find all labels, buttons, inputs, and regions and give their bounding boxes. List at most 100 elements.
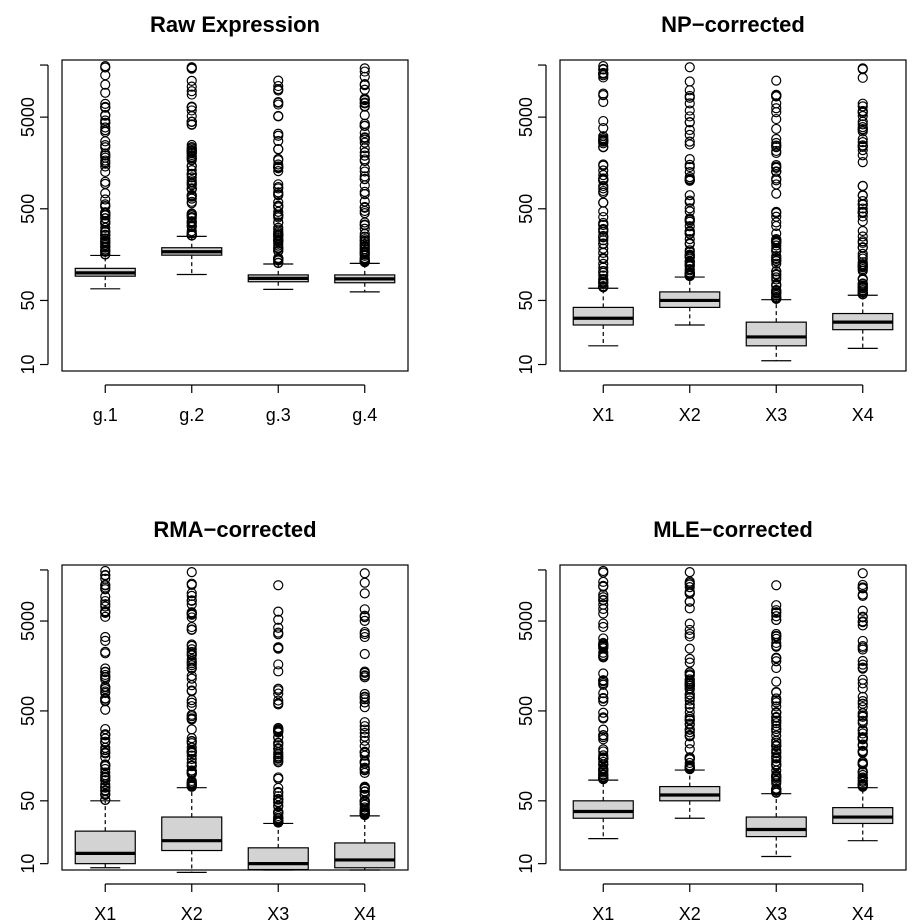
outlier-point	[273, 97, 284, 108]
box-X3	[247, 580, 309, 871]
chart-title: Raw Expression	[150, 12, 320, 37]
outlier-point	[359, 223, 370, 234]
outlier-point	[598, 724, 609, 735]
outlier-point	[598, 243, 609, 254]
outlier-point	[598, 211, 609, 223]
outlier-point	[684, 695, 695, 706]
outlier-point	[100, 635, 111, 647]
y-tick-label: 50	[516, 791, 536, 811]
outlier-point	[857, 659, 868, 670]
outlier-point	[684, 684, 695, 695]
outlier-point	[771, 580, 782, 591]
outlier-point	[273, 643, 284, 654]
outlier-point	[598, 231, 609, 243]
outlier-point	[857, 702, 868, 713]
outlier-point	[771, 173, 782, 184]
plot-frame	[61, 564, 409, 871]
outlier-point	[273, 130, 284, 141]
outlier-point	[186, 578, 197, 589]
outlier-point	[100, 565, 111, 577]
outlier-point	[359, 109, 370, 121]
x-tick-label: g.1	[93, 405, 118, 425]
outlier-point	[359, 568, 370, 579]
outlier-point	[771, 656, 782, 667]
plot-frame	[61, 59, 409, 372]
box-X2	[161, 567, 223, 873]
outlier-point	[684, 111, 695, 122]
outlier-point	[273, 757, 284, 768]
outlier-point	[100, 87, 111, 98]
outlier-point	[273, 726, 284, 737]
outlier-point	[857, 133, 868, 145]
outlier-point	[684, 256, 695, 267]
outlier-point	[598, 599, 609, 610]
outlier-point	[857, 121, 868, 133]
outlier-point	[598, 675, 609, 686]
box-X2	[659, 62, 721, 326]
outlier-point	[598, 223, 609, 235]
outlier-point	[771, 293, 782, 304]
outlier-point	[273, 793, 284, 805]
outlier-point	[598, 580, 609, 591]
outlier-point	[598, 267, 609, 278]
outlier-point	[771, 607, 782, 618]
outlier-point	[359, 670, 370, 681]
outlier-point	[598, 197, 609, 208]
outlier-point	[100, 244, 111, 255]
outlier-point	[359, 648, 370, 660]
outlier-point	[100, 199, 111, 210]
outlier-point	[273, 659, 284, 670]
outlier-point	[186, 673, 197, 684]
outlier-point	[273, 212, 284, 223]
outlier-point	[598, 180, 609, 192]
outlier-point	[598, 96, 609, 108]
outlier-point	[857, 568, 868, 579]
outlier-point	[100, 233, 111, 244]
outlier-point	[857, 728, 868, 739]
outlier-point	[186, 105, 197, 116]
outlier-point	[100, 237, 111, 248]
outlier-point	[684, 657, 695, 668]
chart-panel-4: MLE−corrected 10 50 500 5000 X1 X2 X3 X4	[516, 517, 907, 924]
outlier-point	[186, 607, 197, 618]
outlier-point	[359, 253, 370, 264]
outlier-point	[186, 746, 197, 757]
outlier-point	[857, 281, 868, 292]
outlier-point	[273, 200, 284, 211]
outlier-point	[100, 210, 111, 221]
outlier-point	[186, 750, 197, 761]
outlier-point	[273, 187, 284, 198]
outlier-point	[684, 213, 695, 224]
outlier-point	[186, 81, 197, 92]
outlier-point	[359, 118, 370, 129]
outlier-point	[186, 139, 197, 151]
y-tick-label: 5000	[18, 601, 38, 641]
outlier-point	[771, 137, 782, 149]
y-tick-label: 5000	[516, 97, 536, 137]
outlier-point	[857, 746, 868, 757]
outlier-point	[598, 141, 609, 153]
outlier-point	[186, 624, 197, 635]
outlier-point	[186, 697, 197, 708]
box-X3	[745, 580, 807, 858]
x-tick-label: X1	[94, 904, 116, 924]
outlier-point	[359, 727, 370, 739]
outlier-point	[684, 98, 695, 109]
outlier-point	[684, 124, 695, 136]
outlier-point	[273, 747, 284, 758]
outlier-point	[598, 270, 609, 281]
outlier-point	[684, 129, 695, 140]
outlier-point	[771, 628, 782, 640]
x-tick-label: X3	[765, 405, 787, 425]
outlier-point	[684, 618, 695, 629]
outlier-point	[186, 711, 197, 722]
outlier-point	[684, 234, 695, 245]
outlier-point	[598, 592, 609, 603]
outlier-point	[100, 781, 111, 792]
outlier-point	[857, 119, 868, 130]
outlier-point	[273, 614, 284, 625]
outlier-point	[684, 154, 695, 165]
outlier-point	[273, 228, 284, 239]
outlier-point	[186, 738, 197, 749]
outlier-point	[857, 264, 868, 275]
